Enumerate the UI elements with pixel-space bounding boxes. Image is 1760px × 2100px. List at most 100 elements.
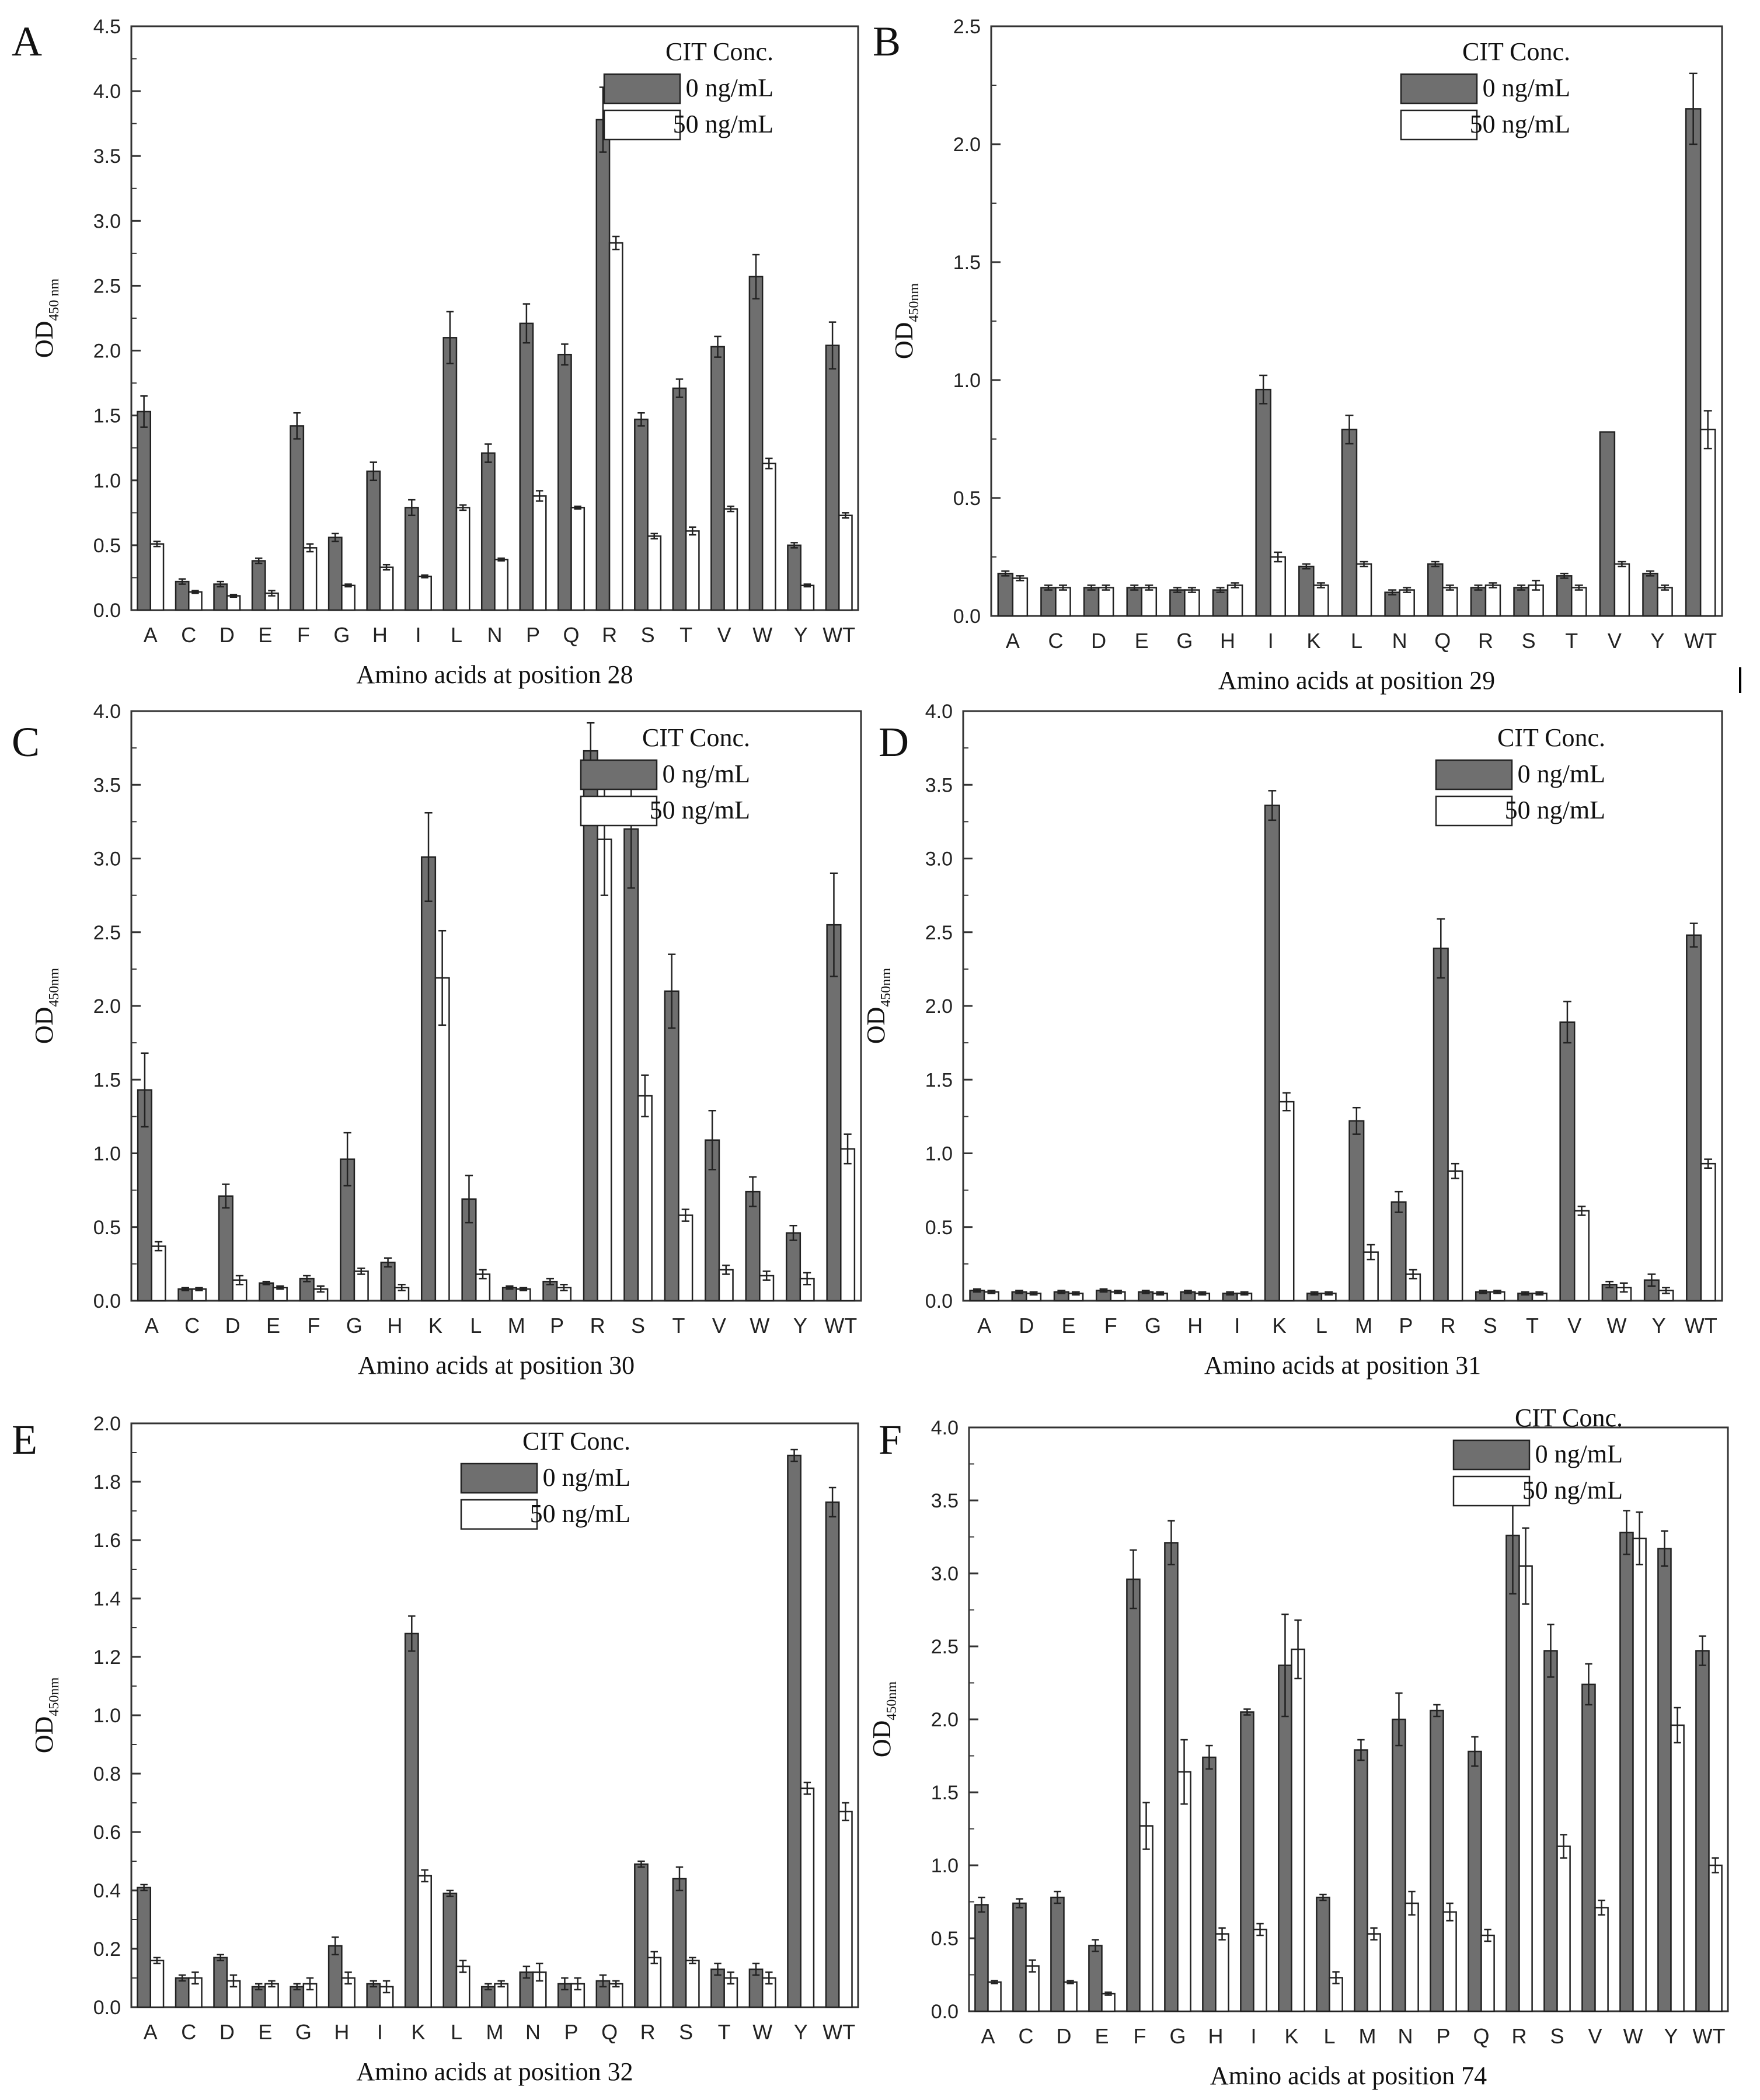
- bar-series1: [1141, 587, 1158, 617]
- bar-series0: [218, 1195, 233, 1302]
- bar-series1: [417, 1875, 432, 2008]
- y-tick-label: 2.0: [93, 995, 121, 1018]
- legend-swatch-series0: [603, 73, 681, 105]
- legend-title: CIT Conc.: [1497, 723, 1605, 752]
- bar-series1: [1699, 429, 1716, 617]
- bar-series1: [151, 1245, 166, 1302]
- x-tick-label: T: [718, 2020, 731, 2044]
- x-tick-label: A: [1006, 629, 1020, 653]
- x-tick-label: C: [181, 2020, 196, 2044]
- y-tick-label: 1.0: [953, 370, 981, 392]
- x-tick-label: N: [1392, 629, 1407, 653]
- legend: CIT Conc. 0 ng/mL 50 ng/mL: [603, 37, 773, 141]
- legend-swatch-series1: [580, 795, 658, 827]
- x-tick-label: P: [550, 1314, 564, 1338]
- bar-series1: [1613, 563, 1630, 617]
- y-tick-label: 2.5: [925, 922, 953, 944]
- bar-series1: [1484, 584, 1501, 617]
- y-tick-label: 1.0: [93, 1705, 121, 1727]
- panel-label: A: [12, 18, 42, 65]
- bar-series1: [1594, 1907, 1609, 2012]
- x-tick-label: WT: [1693, 2024, 1726, 2048]
- bar-series1: [149, 543, 165, 611]
- y-tick-label: 0.0: [93, 600, 121, 622]
- bar-series1: [1442, 1911, 1457, 2012]
- x-tick-label: P: [1399, 1314, 1413, 1338]
- x-tick-label: I: [415, 623, 421, 647]
- legend-label-series0: 0 ng/mL: [1535, 1440, 1623, 1468]
- legend-swatch-series1: [1452, 1475, 1531, 1507]
- bar-series0: [672, 387, 687, 611]
- bar-series0: [442, 1892, 458, 2008]
- x-tick-label: WT: [824, 1314, 857, 1338]
- legend-label-series1: 50 ng/mL: [673, 110, 773, 138]
- bar-series0: [137, 1886, 152, 2008]
- x-tick-label: S: [1483, 1314, 1497, 1338]
- panel-D: D 0.0 0.5 1.0 1.5 2.0 2.5 3.0 3.5 4.0 OD450nm A D E F G…: [862, 701, 1723, 1380]
- x-tick-label: W: [1606, 1314, 1626, 1338]
- bar-series1: [1184, 589, 1200, 617]
- y-tick-label: 2.0: [953, 134, 981, 156]
- bar-series1: [226, 595, 241, 611]
- y-tick-label: 2.0: [925, 995, 953, 1018]
- y-tick-label: 0.5: [93, 535, 121, 557]
- y-tick-label: 3.0: [93, 210, 121, 232]
- y-tick-label: 1.5: [925, 1069, 953, 1091]
- legend: CIT Conc. 0 ng/mL 50 ng/mL: [1452, 1404, 1623, 1507]
- bar-series0: [595, 119, 611, 611]
- y-tick-label: 2.5: [93, 922, 121, 944]
- y-tick-label: 0.0: [925, 1290, 953, 1312]
- x-tick-label: R: [590, 1314, 605, 1338]
- x-tick-label: N: [487, 623, 503, 647]
- bar-series1: [1270, 556, 1286, 617]
- x-tick-label: Y: [794, 2020, 808, 2044]
- bar-series0: [1126, 587, 1143, 617]
- x-tick-label: D: [1019, 1314, 1034, 1338]
- x-tick-label: H: [372, 623, 388, 647]
- bar-series1: [570, 507, 585, 611]
- x-tick-label: V: [1588, 2024, 1602, 2048]
- bar-series1: [678, 1214, 693, 1302]
- bar-series0: [1686, 934, 1702, 1302]
- x-tick-label: L: [1323, 2024, 1335, 2048]
- legend-label-series0: 0 ng/mL: [1518, 760, 1605, 788]
- bar-series1: [838, 514, 853, 611]
- x-tick-label: E: [266, 1314, 280, 1338]
- y-tick-label: 0.0: [931, 2001, 959, 2023]
- bar-series1: [1404, 1902, 1419, 2012]
- x-tick-label: A: [981, 2024, 995, 2048]
- bar-series1: [1215, 1933, 1229, 2012]
- bar-series0: [1212, 589, 1229, 617]
- bar-series0: [290, 425, 305, 611]
- bar-series0: [785, 1232, 801, 1302]
- bar-series1: [188, 591, 203, 611]
- bar-series0: [623, 828, 639, 1302]
- y-tick-label: 1.0: [925, 1143, 953, 1165]
- bar-series0: [710, 346, 725, 611]
- legend-label-series0: 0 ng/mL: [686, 74, 773, 102]
- bar-series0: [259, 1282, 274, 1302]
- bar-series0: [1556, 575, 1573, 617]
- bar-series1: [761, 462, 776, 611]
- bar-series0: [1392, 1718, 1406, 2012]
- y-tick-label: 0.5: [925, 1217, 953, 1239]
- legend: CIT Conc. 0 ng/mL 50 ng/mL: [1400, 37, 1570, 141]
- legend-title: CIT Conc.: [1462, 37, 1570, 66]
- legend-swatch-series1: [460, 1499, 538, 1530]
- bar-series0: [1012, 1902, 1027, 2012]
- y-tick-label: 3.5: [93, 774, 121, 796]
- bar-series0: [213, 583, 228, 611]
- legend-label-series0: 0 ng/mL: [543, 1463, 630, 1492]
- y-tick-label: 1.0: [931, 1855, 959, 1877]
- x-tick-label: Y: [793, 1314, 807, 1338]
- x-tick-label: K: [1284, 2024, 1298, 2048]
- y-tick-label: 0.5: [953, 487, 981, 510]
- x-tick-label: C: [1048, 629, 1063, 653]
- x-tick-label: I: [1268, 629, 1274, 653]
- y-tick-label: 4.5: [93, 16, 121, 38]
- bar-series1: [1313, 584, 1329, 617]
- bar-series1: [608, 242, 623, 611]
- bar-series0: [1430, 1709, 1444, 2012]
- bar-series0: [404, 507, 419, 611]
